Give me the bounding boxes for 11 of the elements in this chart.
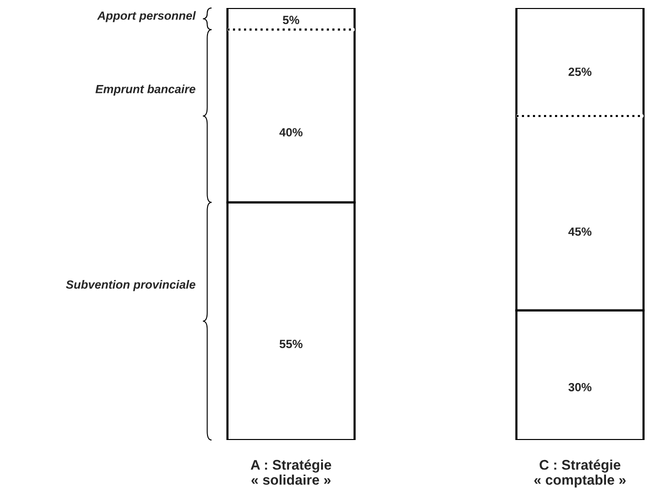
x-tick-label: C : Stratégie « comptable »: [534, 459, 626, 488]
data-label: 55%: [280, 340, 303, 348]
text: Subvention provinciale: [66, 280, 196, 292]
legend-label: Apport personnel: [97, 11, 196, 22]
text: Emprunt bancaire: [96, 84, 196, 96]
data-label: 40%: [279, 128, 303, 136]
x-tick-label: A : Stratégie « solidaire »: [250, 459, 332, 485]
data-label: 30%: [568, 382, 592, 392]
data-label: 25%: [568, 68, 592, 76]
data-label: 45%: [568, 227, 592, 236]
data-label: 5%: [282, 16, 300, 24]
